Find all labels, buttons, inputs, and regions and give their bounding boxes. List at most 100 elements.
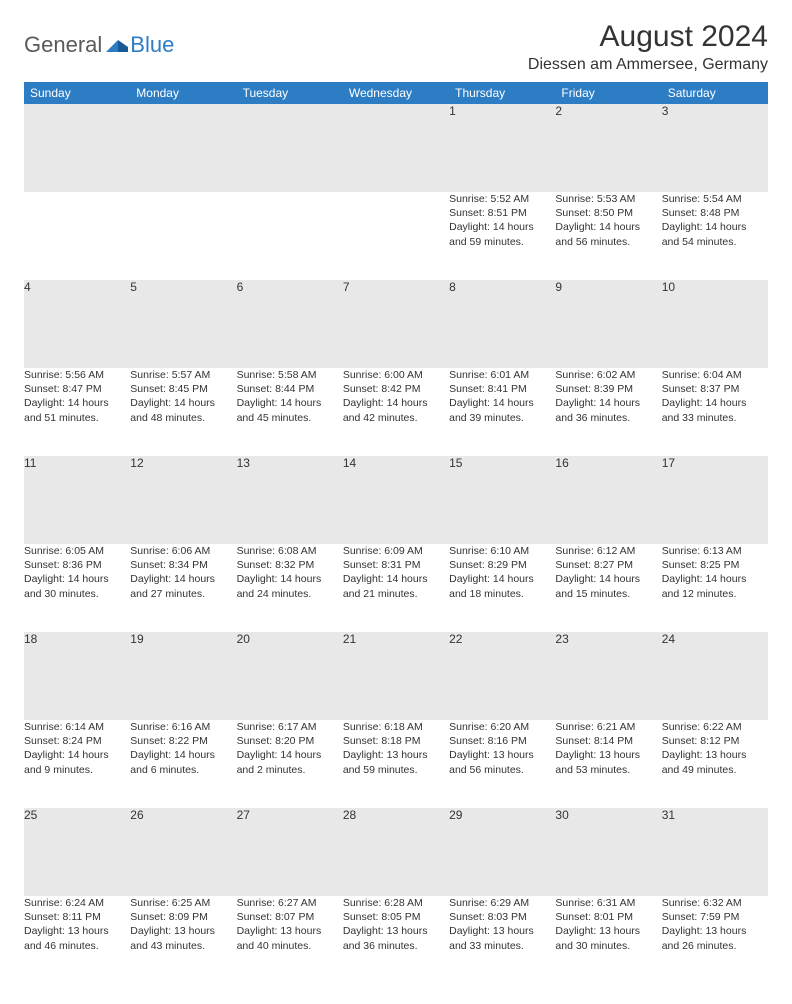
sunset-text: Sunset: 8:20 PM	[237, 734, 343, 748]
day-detail-cell: Sunrise: 6:08 AMSunset: 8:32 PMDaylight:…	[237, 544, 343, 632]
day-detail-cell: Sunrise: 6:14 AMSunset: 8:24 PMDaylight:…	[24, 720, 130, 808]
daylight-text-2: and 45 minutes.	[237, 411, 343, 425]
day-detail-cell: Sunrise: 6:10 AMSunset: 8:29 PMDaylight:…	[449, 544, 555, 632]
day-number: 17	[662, 456, 768, 544]
sunset-text: Sunset: 8:09 PM	[130, 910, 236, 924]
day-number: 3	[662, 104, 768, 192]
day-detail-cell: Sunrise: 5:56 AMSunset: 8:47 PMDaylight:…	[24, 368, 130, 456]
sunrise-text: Sunrise: 6:32 AM	[662, 896, 768, 910]
sunrise-text: Sunrise: 6:27 AM	[237, 896, 343, 910]
sunset-text: Sunset: 8:01 PM	[555, 910, 661, 924]
daylight-text-2: and 36 minutes.	[555, 411, 661, 425]
daylight-text-2: and 39 minutes.	[449, 411, 555, 425]
day-number: 30	[555, 808, 661, 896]
daylight-text-2: and 51 minutes.	[24, 411, 130, 425]
weekday-header: Monday	[130, 82, 236, 104]
day-detail-cell: Sunrise: 6:25 AMSunset: 8:09 PMDaylight:…	[130, 896, 236, 984]
daylight-text-1: Daylight: 14 hours	[662, 572, 768, 586]
sunset-text: Sunset: 8:14 PM	[555, 734, 661, 748]
weekday-header: Saturday	[662, 82, 768, 104]
daylight-text-1: Daylight: 14 hours	[343, 396, 449, 410]
weekday-header: Friday	[555, 82, 661, 104]
day-number-row: 11121314151617	[24, 456, 768, 544]
sunset-text: Sunset: 8:47 PM	[24, 382, 130, 396]
day-detail-row: Sunrise: 5:56 AMSunset: 8:47 PMDaylight:…	[24, 368, 768, 456]
logo-text-blue: Blue	[130, 32, 174, 58]
sunrise-text: Sunrise: 6:29 AM	[449, 896, 555, 910]
day-detail-cell: Sunrise: 5:53 AMSunset: 8:50 PMDaylight:…	[555, 192, 661, 280]
day-detail-cell: Sunrise: 5:52 AMSunset: 8:51 PMDaylight:…	[449, 192, 555, 280]
day-detail-row: Sunrise: 6:05 AMSunset: 8:36 PMDaylight:…	[24, 544, 768, 632]
day-number: 7	[343, 280, 449, 368]
daylight-text-1: Daylight: 14 hours	[449, 572, 555, 586]
day-number: 12	[130, 456, 236, 544]
day-detail-cell: Sunrise: 6:16 AMSunset: 8:22 PMDaylight:…	[130, 720, 236, 808]
sunset-text: Sunset: 8:22 PM	[130, 734, 236, 748]
sunset-text: Sunset: 8:24 PM	[24, 734, 130, 748]
title-block: August 2024 Diessen am Ammersee, Germany	[528, 20, 768, 74]
sunset-text: Sunset: 8:42 PM	[343, 382, 449, 396]
day-detail-cell: Sunrise: 6:00 AMSunset: 8:42 PMDaylight:…	[343, 368, 449, 456]
daylight-text-1: Daylight: 14 hours	[24, 748, 130, 762]
daylight-text-2: and 40 minutes.	[237, 939, 343, 953]
sunset-text: Sunset: 7:59 PM	[662, 910, 768, 924]
day-detail-cell: Sunrise: 6:06 AMSunset: 8:34 PMDaylight:…	[130, 544, 236, 632]
day-number: 31	[662, 808, 768, 896]
sunrise-text: Sunrise: 6:02 AM	[555, 368, 661, 382]
day-number-row: 123	[24, 104, 768, 192]
sunset-text: Sunset: 8:18 PM	[343, 734, 449, 748]
sunset-text: Sunset: 8:34 PM	[130, 558, 236, 572]
sunrise-text: Sunrise: 6:13 AM	[662, 544, 768, 558]
daylight-text-2: and 53 minutes.	[555, 763, 661, 777]
day-number: 26	[130, 808, 236, 896]
day-number: 8	[449, 280, 555, 368]
day-number: 6	[237, 280, 343, 368]
sunrise-text: Sunrise: 6:06 AM	[130, 544, 236, 558]
daylight-text-2: and 59 minutes.	[343, 763, 449, 777]
daylight-text-2: and 12 minutes.	[662, 587, 768, 601]
day-detail-cell: Sunrise: 5:57 AMSunset: 8:45 PMDaylight:…	[130, 368, 236, 456]
daylight-text-1: Daylight: 14 hours	[237, 396, 343, 410]
daylight-text-1: Daylight: 14 hours	[555, 572, 661, 586]
day-detail-cell: Sunrise: 6:24 AMSunset: 8:11 PMDaylight:…	[24, 896, 130, 984]
daylight-text-2: and 26 minutes.	[662, 939, 768, 953]
location: Diessen am Ammersee, Germany	[528, 56, 768, 74]
sunset-text: Sunset: 8:05 PM	[343, 910, 449, 924]
sunset-text: Sunset: 8:25 PM	[662, 558, 768, 572]
sunrise-text: Sunrise: 5:52 AM	[449, 192, 555, 206]
daylight-text-2: and 43 minutes.	[130, 939, 236, 953]
daylight-text-2: and 18 minutes.	[449, 587, 555, 601]
daylight-text-2: and 2 minutes.	[237, 763, 343, 777]
day-number: 20	[237, 632, 343, 720]
day-number: 24	[662, 632, 768, 720]
weekday-header: Wednesday	[343, 82, 449, 104]
sunrise-text: Sunrise: 6:17 AM	[237, 720, 343, 734]
sunset-text: Sunset: 8:03 PM	[449, 910, 555, 924]
day-detail-row: Sunrise: 6:14 AMSunset: 8:24 PMDaylight:…	[24, 720, 768, 808]
sunset-text: Sunset: 8:32 PM	[237, 558, 343, 572]
daylight-text-1: Daylight: 14 hours	[24, 572, 130, 586]
daylight-text-2: and 46 minutes.	[24, 939, 130, 953]
sunset-text: Sunset: 8:39 PM	[555, 382, 661, 396]
daylight-text-1: Daylight: 14 hours	[24, 396, 130, 410]
day-number: 16	[555, 456, 661, 544]
daylight-text-1: Daylight: 13 hours	[662, 924, 768, 938]
daylight-text-1: Daylight: 13 hours	[449, 748, 555, 762]
day-detail-cell: Sunrise: 6:05 AMSunset: 8:36 PMDaylight:…	[24, 544, 130, 632]
day-number-row: 45678910	[24, 280, 768, 368]
calendar-table: Sunday Monday Tuesday Wednesday Thursday…	[24, 82, 768, 984]
day-detail-row: Sunrise: 6:24 AMSunset: 8:11 PMDaylight:…	[24, 896, 768, 984]
day-detail-cell: Sunrise: 6:21 AMSunset: 8:14 PMDaylight:…	[555, 720, 661, 808]
sunrise-text: Sunrise: 6:08 AM	[237, 544, 343, 558]
day-detail-cell: Sunrise: 6:20 AMSunset: 8:16 PMDaylight:…	[449, 720, 555, 808]
day-detail-cell: Sunrise: 6:02 AMSunset: 8:39 PMDaylight:…	[555, 368, 661, 456]
day-number: 2	[555, 104, 661, 192]
day-detail-cell: Sunrise: 6:32 AMSunset: 7:59 PMDaylight:…	[662, 896, 768, 984]
day-detail-cell	[130, 192, 236, 280]
day-detail-cell: Sunrise: 6:01 AMSunset: 8:41 PMDaylight:…	[449, 368, 555, 456]
daylight-text-1: Daylight: 14 hours	[237, 572, 343, 586]
day-detail-cell: Sunrise: 6:22 AMSunset: 8:12 PMDaylight:…	[662, 720, 768, 808]
daylight-text-2: and 54 minutes.	[662, 235, 768, 249]
daylight-text-2: and 15 minutes.	[555, 587, 661, 601]
sunrise-text: Sunrise: 5:54 AM	[662, 192, 768, 206]
